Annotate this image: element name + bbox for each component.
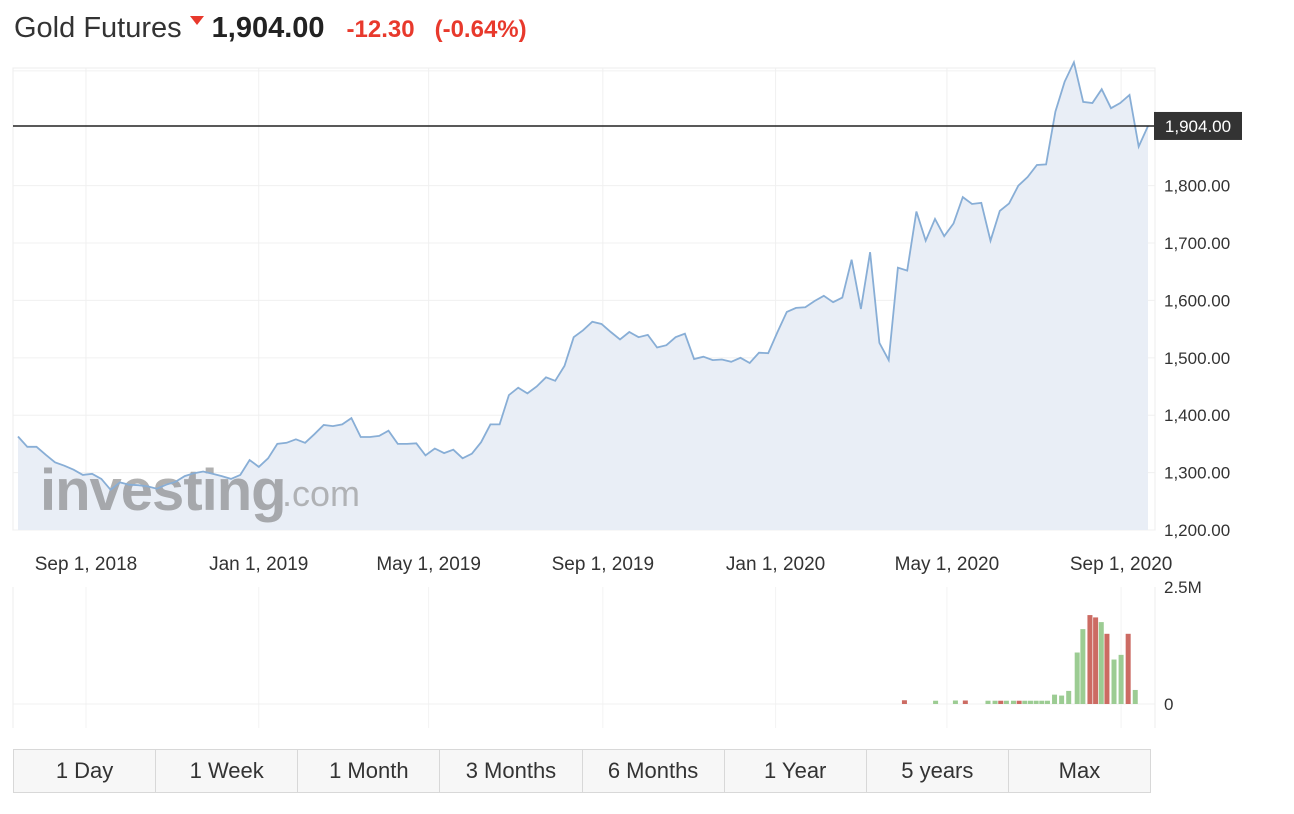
volume-bar: [1033, 700, 1039, 704]
price-line-layer: [17, 59, 1149, 492]
last-price-label-bg: [1154, 111, 1242, 140]
volume-bar: [1027, 700, 1033, 704]
range-1-month-button[interactable]: 1 Month: [298, 750, 441, 792]
volume-bar: [952, 700, 958, 704]
x-tick-label: Sep 1, 2018: [35, 554, 137, 575]
investing-watermark: investing .com: [40, 458, 360, 523]
y-tick-label: 1,600.00: [1164, 291, 1230, 310]
volume-bar: [1016, 700, 1022, 704]
range-3-months-button[interactable]: 3 Months: [440, 750, 583, 792]
volume-bar: [1039, 700, 1045, 704]
volume-bar: [1066, 690, 1072, 704]
volume-bar: [1074, 652, 1080, 704]
instrument-title: Gold Futures: [14, 12, 182, 44]
last-price: 1,904.00: [211, 12, 325, 44]
volume-bar: [1132, 689, 1138, 704]
volume-bar: [1010, 700, 1016, 704]
x-tick-label: May 1, 2019: [376, 554, 481, 575]
y-tick-label: 1,500.00: [1164, 349, 1230, 368]
watermark-suffix: .com: [282, 473, 360, 514]
x-tick-label: Sep 1, 2020: [1070, 554, 1172, 575]
range-1-week-button[interactable]: 1 Week: [156, 750, 299, 792]
last-price-layer: 1,904.00: [13, 111, 1242, 140]
volume-bar: [998, 700, 1004, 704]
volume-bar: [1044, 700, 1050, 704]
volume-bar: [1080, 629, 1086, 704]
volume-bar: [962, 700, 968, 704]
y-tick-label: 1,400.00: [1164, 406, 1230, 425]
range-1-day-button[interactable]: 1 Day: [14, 750, 157, 792]
x-tick-label: Jan 1, 2020: [726, 554, 825, 575]
price-area-layer: [18, 62, 1148, 531]
x-tick-label: Sep 1, 2019: [552, 554, 654, 575]
volume-bar: [1003, 700, 1009, 704]
volume-axis-min: 0: [1164, 695, 1173, 714]
volume-bar: [1104, 633, 1110, 704]
price-change: -12.30: [346, 16, 415, 43]
volume-bar: [1111, 659, 1117, 704]
volume-bar: [1022, 700, 1028, 704]
y-tick-label: 1,200.00: [1164, 521, 1230, 540]
volume-bar: [1118, 654, 1124, 704]
last-price-label: 1,904.00: [1165, 117, 1231, 136]
watermark-brand: investing: [40, 458, 286, 523]
price-chart: investing .com 1,904.00 1,200.00 1,300.00…: [12, 59, 1242, 728]
range-5-years-button[interactable]: 5 years: [867, 750, 1009, 792]
price-change-percent: (-0.64%): [434, 16, 527, 43]
price-line: [17, 59, 1149, 492]
volume-bar: [992, 700, 998, 704]
range-6-months-button[interactable]: 6 Months: [583, 750, 725, 792]
y-axis: 1,200.00 1,300.00 1,400.00 1,500.00 1,600.00…: [1164, 177, 1230, 540]
volume-bar: [1125, 633, 1131, 704]
volume-bar: [933, 700, 939, 704]
range-selector: 1 Day 1 Week 1 Month 3 Months 6 Months 1…: [13, 749, 1151, 793]
volume-bar: [901, 700, 907, 704]
x-axis: Sep 1, 2018 Jan 1, 2019 May 1, 2019 Sep 1, …: [35, 554, 1173, 575]
quote-header: Gold Futures 1,904.00 -12.30 (-0.64%): [14, 12, 527, 52]
volume-bar: [1093, 617, 1099, 704]
price-area: [18, 62, 1148, 531]
range-max-button[interactable]: Max: [1058, 758, 1101, 783]
volume-bar: [1059, 695, 1065, 704]
volume-bar: [1052, 694, 1058, 704]
range-1-year-button[interactable]: 1 Year: [725, 750, 867, 792]
y-tick-label: 1,700.00: [1164, 234, 1230, 253]
volume-axis-max: 2.5M: [1164, 578, 1202, 597]
volume-bar: [1087, 615, 1093, 704]
y-tick-label: 1,300.00: [1164, 464, 1230, 483]
y-tick-label: 1,800.00: [1164, 177, 1230, 196]
volume-bar: [985, 700, 991, 704]
x-tick-label: Jan 1, 2019: [209, 554, 308, 575]
volume-bar: [1098, 622, 1104, 704]
x-tick-label: May 1, 2020: [895, 554, 1000, 575]
down-triangle-icon: [189, 16, 204, 25]
volume-layer: 0 2.5M: [901, 578, 1202, 714]
